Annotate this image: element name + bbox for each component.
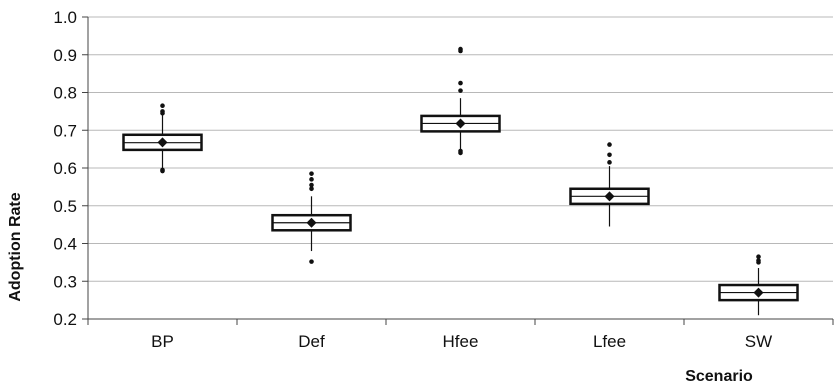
x-tick-label: Hfee [443, 332, 479, 351]
x-tick-label: BP [151, 332, 174, 351]
y-tick-label: 0.7 [53, 121, 77, 140]
mean-marker [753, 287, 764, 298]
outlier-point [756, 254, 761, 260]
y-tick-labels: 0.2 0.3 0.4 0.5 0.6 0.7 0.8 0.9 1.0 [53, 8, 88, 329]
y-axis-title: Adoption Rate [7, 192, 24, 301]
x-tick-labels: BP Def Hfee Lfee SW [87, 319, 834, 351]
outlier-point [160, 167, 165, 173]
outlier-point [309, 171, 314, 176]
boxes [122, 46, 799, 316]
outlier-point [160, 103, 165, 109]
outlier-point [607, 160, 612, 165]
outlier-point [458, 148, 463, 154]
x-tick-label: Lfee [593, 332, 626, 351]
box-bp [122, 103, 203, 174]
mean-marker [157, 137, 168, 148]
box-hfee [420, 46, 501, 156]
x-tick-label: SW [745, 332, 772, 351]
y-tick-label: 0.4 [53, 235, 77, 254]
box-lfee [569, 142, 650, 227]
outlier-point [160, 109, 165, 114]
y-tick-label: 0.8 [53, 84, 77, 103]
outlier-point [607, 152, 612, 158]
outlier-point [607, 142, 612, 147]
y-tick-label: 0.3 [53, 272, 77, 291]
mean-marker [306, 217, 317, 228]
outlier-point [309, 259, 314, 264]
y-tick-label: 1.0 [53, 8, 77, 27]
y-tick-label: 0.5 [53, 197, 77, 216]
outlier-point [309, 182, 314, 188]
box-sw [718, 254, 799, 316]
outlier-point [756, 258, 761, 263]
outlier-point [458, 80, 463, 86]
outlier-point [309, 186, 314, 192]
x-axis-title: Scenario [685, 368, 753, 385]
mean-marker [604, 191, 615, 202]
y-tick-label: 0.9 [53, 46, 77, 65]
outlier-point [458, 46, 463, 52]
outlier-point [458, 88, 463, 93]
outlier-point [309, 177, 314, 182]
x-tick-label: Def [298, 332, 325, 351]
axes [87, 17, 833, 320]
mean-marker [455, 118, 466, 129]
y-tick-label: 0.2 [53, 310, 77, 329]
box-def [271, 171, 352, 264]
y-tick-label: 0.6 [53, 159, 77, 178]
